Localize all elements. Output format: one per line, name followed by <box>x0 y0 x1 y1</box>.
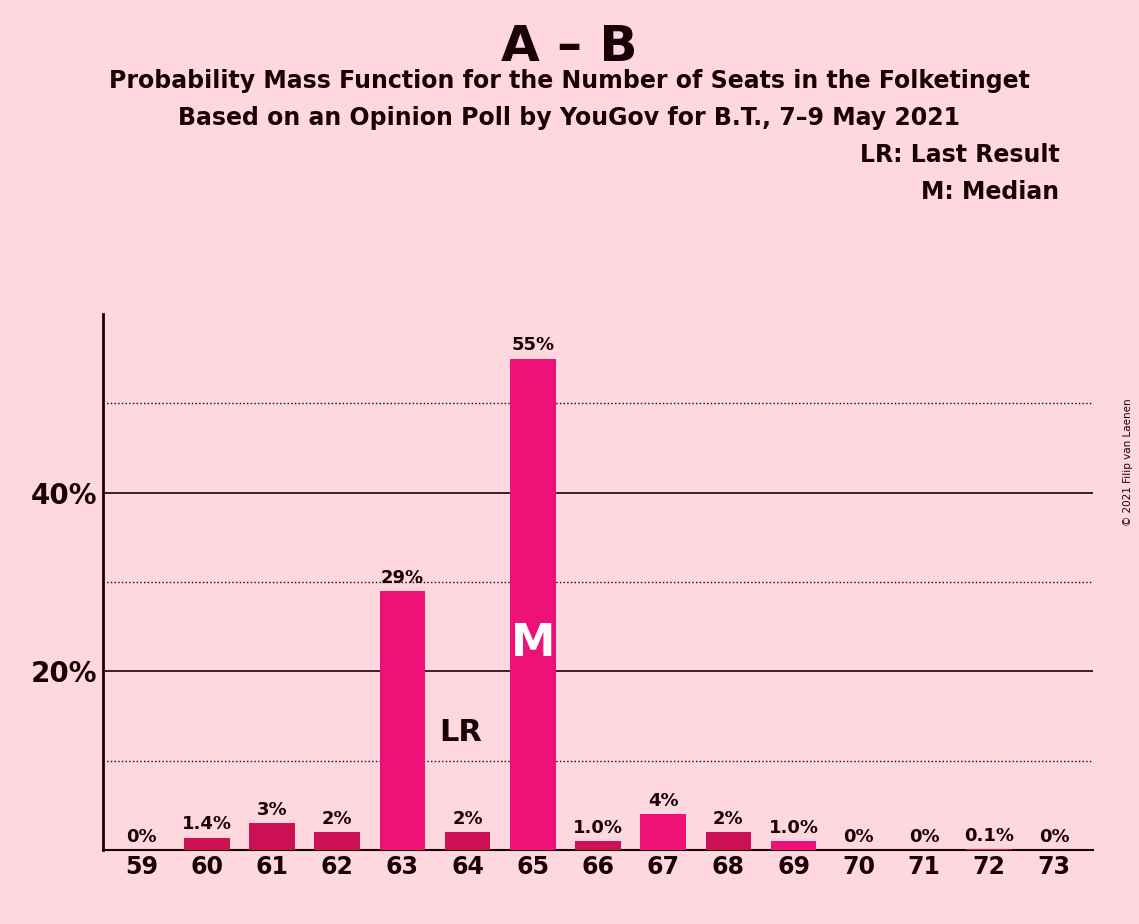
Bar <box>379 591 425 850</box>
Text: LR: LR <box>440 718 483 748</box>
Text: 0%: 0% <box>909 828 940 845</box>
Bar <box>705 833 752 850</box>
Bar <box>640 814 686 850</box>
Text: 29%: 29% <box>380 568 424 587</box>
Text: 1.0%: 1.0% <box>769 819 819 837</box>
Text: 2%: 2% <box>452 809 483 828</box>
Text: 0%: 0% <box>126 828 157 845</box>
Bar <box>771 841 817 850</box>
Bar <box>314 833 360 850</box>
Text: 0.1%: 0.1% <box>964 827 1014 845</box>
Text: M: Median: M: Median <box>921 180 1059 204</box>
Text: © 2021 Filip van Laenen: © 2021 Filip van Laenen <box>1123 398 1133 526</box>
Text: LR: Last Result: LR: Last Result <box>860 143 1059 167</box>
Text: M: M <box>510 622 555 665</box>
Text: 0%: 0% <box>1039 828 1070 845</box>
Bar <box>575 841 621 850</box>
Text: 2%: 2% <box>322 809 352 828</box>
Bar <box>249 823 295 850</box>
Text: 2%: 2% <box>713 809 744 828</box>
Text: Probability Mass Function for the Number of Seats in the Folketinget: Probability Mass Function for the Number… <box>109 69 1030 93</box>
Bar <box>185 837 230 850</box>
Text: 55%: 55% <box>511 336 555 355</box>
Text: A – B: A – B <box>501 23 638 71</box>
Bar <box>510 359 556 850</box>
Text: 4%: 4% <box>648 792 679 809</box>
Text: 3%: 3% <box>256 801 287 819</box>
Text: 1.0%: 1.0% <box>573 819 623 837</box>
Text: 0%: 0% <box>844 828 874 845</box>
Text: Based on an Opinion Poll by YouGov for B.T., 7–9 May 2021: Based on an Opinion Poll by YouGov for B… <box>179 106 960 130</box>
Text: 1.4%: 1.4% <box>182 815 232 833</box>
Bar <box>444 833 491 850</box>
